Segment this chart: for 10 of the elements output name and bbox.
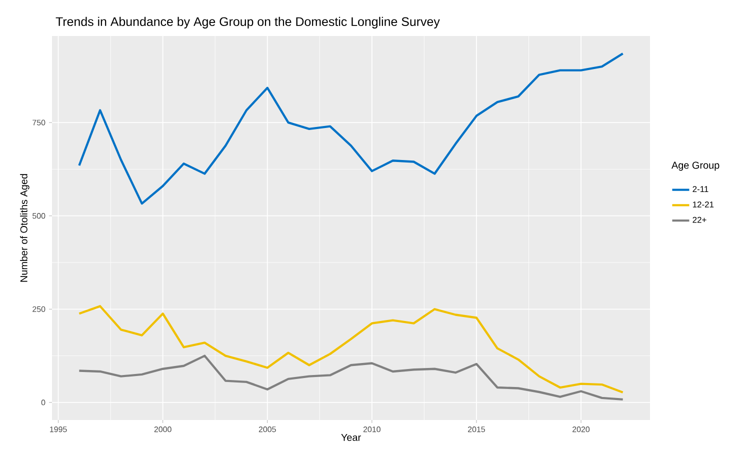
x-axis-title: Year — [341, 434, 361, 441]
line-series — [78, 52, 624, 205]
line-series — [78, 354, 624, 401]
legend-label: 2-11 — [692, 186, 708, 192]
legend-label: 12-21 — [692, 201, 714, 208]
line-series — [78, 305, 624, 394]
y-axis-title: Number of Otoliths Aged — [20, 174, 30, 282]
legend-title: Age Group — [671, 162, 720, 171]
legend-label: 22+ — [692, 216, 706, 223]
chart-title: Trends in Abundance by Age Group on the Domestic Longline Survey — [56, 16, 440, 28]
